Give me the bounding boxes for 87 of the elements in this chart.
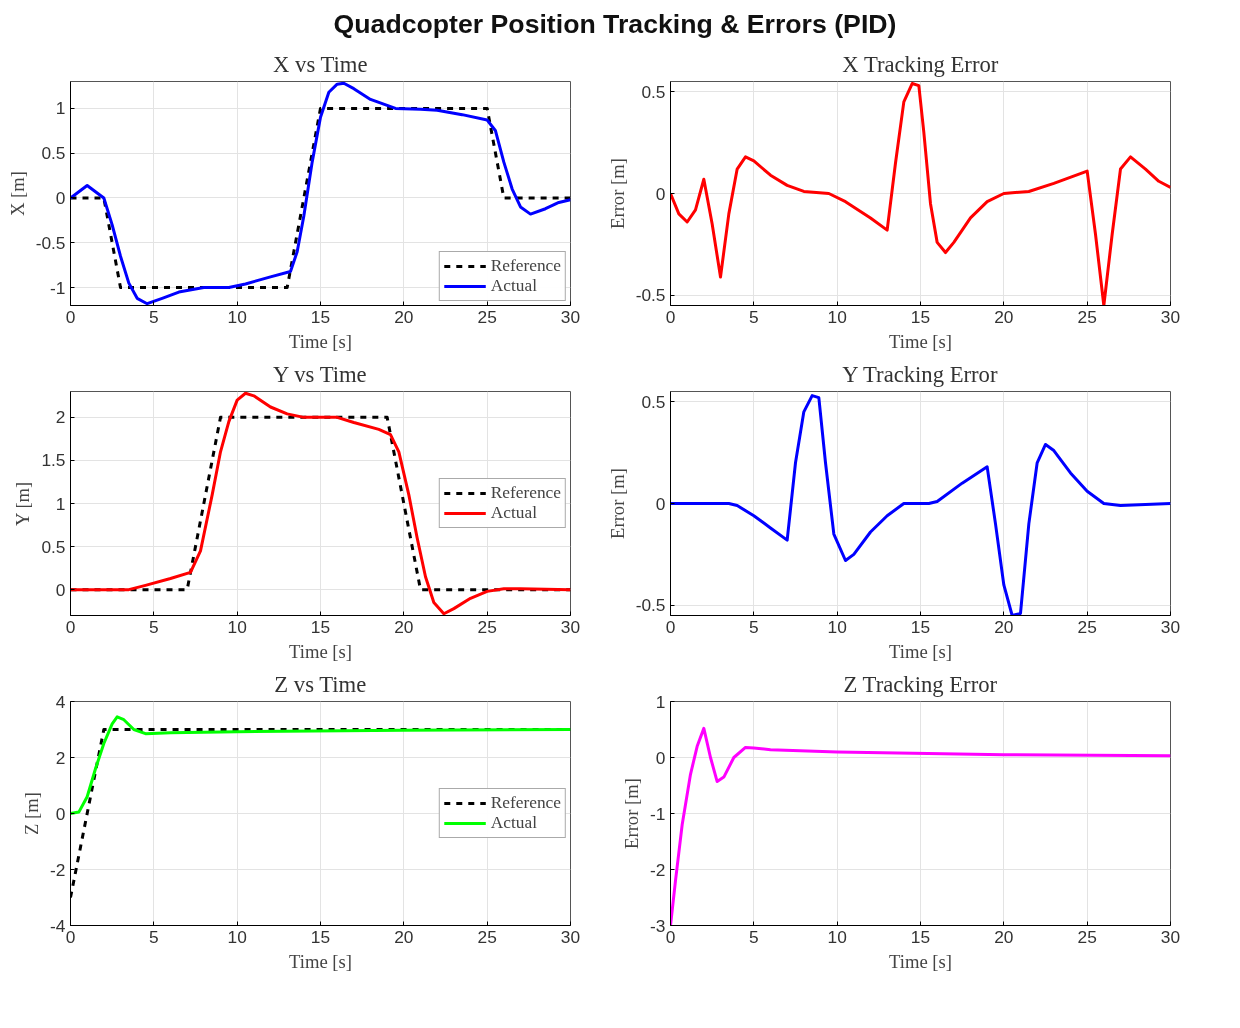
y-tick-label: 0: [655, 747, 666, 768]
x-tick-label: 10: [827, 926, 847, 947]
y-tick-label: -0.5: [635, 595, 666, 616]
y-tick-label: 0: [655, 183, 666, 204]
x-tick-label: 25: [477, 616, 497, 637]
x-tick-label: 15: [910, 306, 931, 327]
y-tick-label: 0.5: [641, 391, 666, 412]
x-axis-title: Time [s]: [288, 950, 353, 972]
x-tick-label: 30: [1160, 616, 1181, 637]
x-tick-label: 25: [1077, 616, 1097, 637]
y-tick-label: -1: [650, 803, 666, 824]
x-axis-title: Time [s]: [888, 640, 953, 662]
legend-label: Reference: [490, 256, 561, 276]
y-tick-label: -4: [50, 915, 66, 936]
y-tick-label: -3: [650, 915, 666, 936]
y-axis-title: Z [m]: [21, 792, 43, 835]
x-tick-label: 5: [149, 306, 159, 327]
legend-label: Actual: [490, 813, 537, 833]
x-tick-label: 5: [149, 926, 159, 947]
x-tick-label: 25: [1077, 306, 1097, 327]
legend-label: Reference: [490, 793, 561, 813]
y-tick-label: 2: [55, 407, 66, 428]
legend-label: Actual: [490, 503, 537, 523]
x-tick-label: 20: [394, 306, 414, 327]
x-tick-label: 30: [560, 306, 581, 327]
y-tick-label: 0: [55, 187, 66, 208]
chart-title: Y vs Time: [273, 361, 367, 387]
y-tick-label: 1.5: [41, 450, 66, 471]
x-tick-label: 15: [310, 926, 331, 947]
y-tick-label: 0: [55, 579, 66, 600]
x-tick-label: 5: [749, 306, 759, 327]
chart-title: Z vs Time: [274, 671, 367, 697]
y-tick-label: 1: [55, 98, 66, 119]
x-tick-label: 20: [994, 616, 1014, 637]
y-axis-title: Y [m]: [12, 481, 34, 527]
y-tick-label: 0.5: [41, 143, 66, 164]
x-axis-title: Time [s]: [288, 330, 353, 352]
chart-title: X Tracking Error: [842, 51, 999, 77]
chart-title: X vs Time: [273, 51, 368, 77]
x-tick-label: 10: [227, 926, 247, 947]
x-tick-label: 5: [149, 616, 159, 637]
x-tick-label: 30: [1160, 926, 1181, 947]
x-tick-label: 5: [749, 926, 759, 947]
y-axis-title: Error [m]: [606, 158, 628, 229]
x-tick-label: 15: [910, 926, 931, 947]
y-axis-title: Error [m]: [606, 468, 628, 539]
y-tick-label: 1: [655, 691, 666, 712]
y-tick-label: 1: [55, 493, 66, 514]
y-tick-label: -2: [50, 859, 66, 880]
y-tick-label: 0: [55, 803, 66, 824]
x-axis-title: Time [s]: [888, 950, 953, 972]
x-tick-label: 20: [394, 926, 414, 947]
x-axis-title: Time [s]: [288, 640, 353, 662]
x-tick-label: 15: [310, 616, 331, 637]
x-tick-label: 5: [749, 616, 759, 637]
x-tick-label: 15: [310, 306, 331, 327]
chart-title: Y Tracking Error: [842, 361, 998, 387]
x-tick-label: 15: [910, 616, 931, 637]
x-tick-label: 25: [1077, 926, 1097, 947]
y-axis-title: X [m]: [6, 170, 28, 217]
y-tick-label: -0.5: [35, 232, 66, 253]
y-tick-label: 0.5: [641, 81, 666, 102]
y-tick-label: -0.5: [635, 285, 666, 306]
y-tick-label: 2: [55, 747, 66, 768]
x-tick-label: 25: [477, 926, 497, 947]
x-tick-label: 10: [827, 616, 847, 637]
x-tick-label: 10: [227, 306, 247, 327]
y-tick-label: 4: [55, 691, 66, 712]
y-tick-label: 0: [655, 493, 666, 514]
x-tick-label: 30: [560, 616, 581, 637]
x-tick-label: 25: [477, 306, 497, 327]
legend-label: Reference: [490, 483, 561, 503]
text: Quadcopter Position Tracking & Errors (PID): [333, 8, 897, 41]
y-tick-label: -1: [50, 277, 66, 298]
x-tick-label: 20: [994, 306, 1014, 327]
x-axis-title: Time [s]: [888, 330, 953, 352]
x-tick-label: 10: [827, 306, 847, 327]
x-tick-label: 30: [560, 926, 581, 947]
x-tick-label: 20: [394, 616, 414, 637]
chart-title: Z Tracking Error: [843, 671, 998, 697]
x-tick-label: 30: [1160, 306, 1181, 327]
x-tick-label: 10: [227, 616, 247, 637]
x-tick-label: 20: [994, 926, 1014, 947]
y-tick-label: -2: [650, 859, 666, 880]
y-tick-label: 0.5: [41, 536, 66, 557]
y-axis-title: Error [m]: [621, 778, 643, 849]
legend-label: Actual: [490, 276, 537, 296]
